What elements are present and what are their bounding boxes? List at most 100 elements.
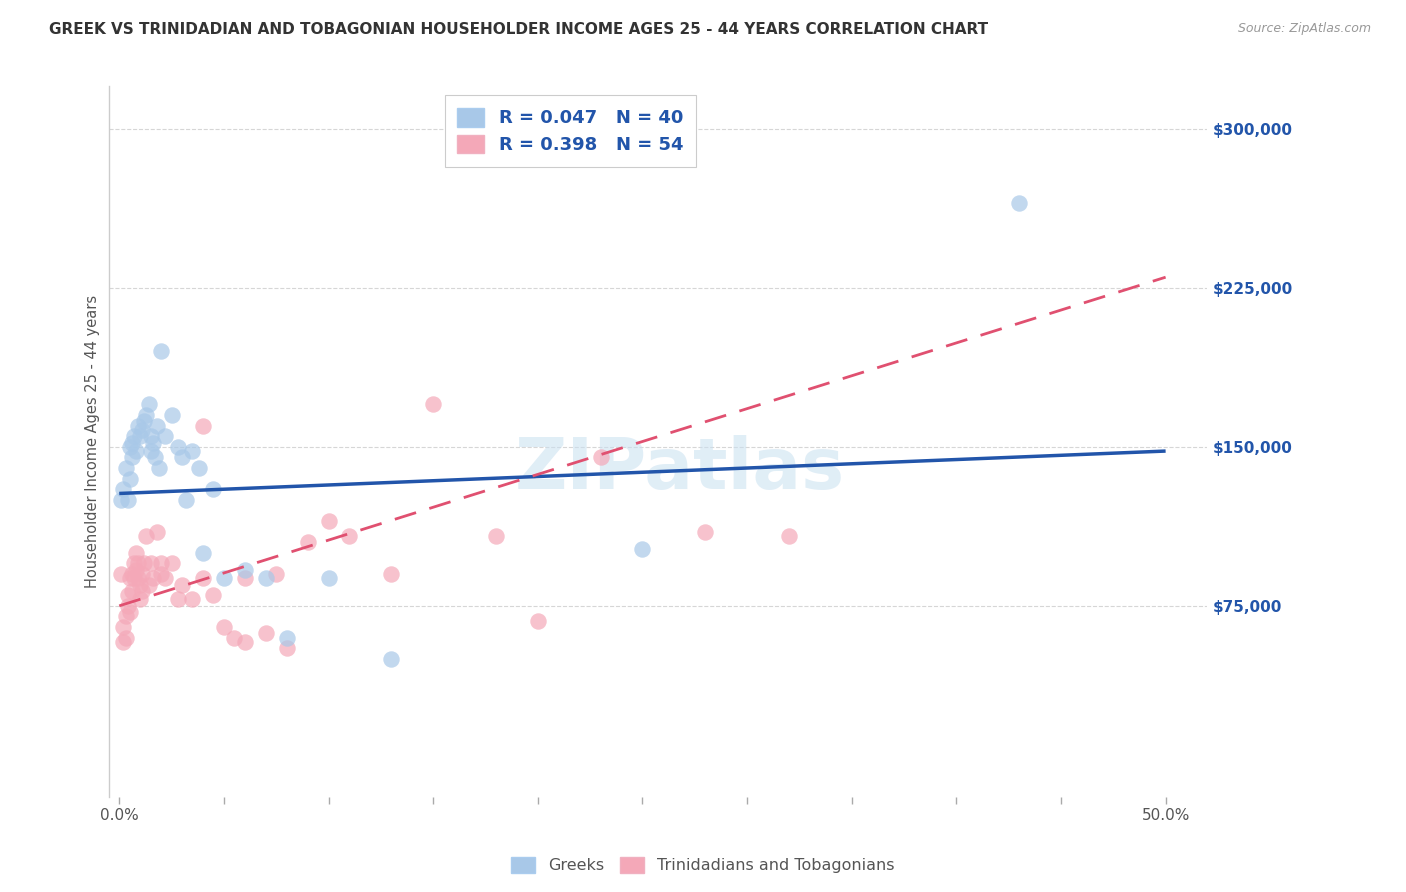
Point [127,571,149,585]
Point [127,418,149,433]
Point [422,397,444,411]
Point [181,444,204,458]
Point [170,577,193,591]
Point [118,440,141,454]
Point [254,626,277,640]
Point [117,492,139,507]
Point [264,567,287,582]
Point [139,444,162,458]
Point [233,563,256,577]
Point [318,571,340,585]
Point [380,652,402,666]
Point [166,440,188,454]
Point [129,429,152,443]
Point [118,605,141,619]
Point [174,492,197,507]
Point [339,529,361,543]
Point [121,435,143,450]
Point [110,567,132,582]
Point [131,584,153,599]
Point [191,418,214,433]
Point [150,567,173,582]
Point [254,571,277,585]
Point [224,631,246,645]
Point [134,414,156,428]
Point [695,524,717,539]
Legend: R = 0.047   N = 40, R = 0.398   N = 54: R = 0.047 N = 40, R = 0.398 N = 54 [444,95,696,167]
Point [276,641,298,656]
Point [114,609,136,624]
Point [589,450,612,465]
Point [150,557,173,571]
Point [135,529,157,543]
Point [112,620,135,634]
Point [202,588,225,602]
Point [526,614,548,628]
Point [125,444,148,458]
Point [121,567,143,582]
Point [297,535,319,549]
Point [135,408,157,422]
Point [778,529,800,543]
Point [121,584,143,599]
Text: GREEK VS TRINIDADIAN AND TOBAGONIAN HOUSEHOLDER INCOME AGES 25 - 44 YEARS CORREL: GREEK VS TRINIDADIAN AND TOBAGONIAN HOUS… [49,22,988,37]
Point [191,571,214,585]
Point [118,472,141,486]
Point [212,620,235,634]
Point [1008,196,1031,211]
Point [121,450,143,465]
Point [160,557,183,571]
Point [114,631,136,645]
Point [142,571,165,585]
Point [318,514,340,528]
Point [202,482,225,496]
Point [233,571,256,585]
Legend: Greeks, Trinidadians and Tobagonians: Greeks, Trinidadians and Tobagonians [505,850,901,880]
Point [139,429,162,443]
Point [148,461,170,475]
Point [129,592,152,607]
Point [117,588,139,602]
Point [131,567,153,582]
Point [181,592,204,607]
Point [380,567,402,582]
Point [112,635,135,649]
Point [166,592,188,607]
Point [125,546,148,560]
Point [118,571,141,585]
Point [146,418,169,433]
Point [155,571,177,585]
Point [138,577,160,591]
Point [131,423,153,437]
Point [139,557,162,571]
Point [187,461,209,475]
Point [170,450,193,465]
Point [142,435,165,450]
Point [146,524,169,539]
Point [143,450,166,465]
Point [138,397,160,411]
Point [191,546,214,560]
Point [129,577,152,591]
Point [112,482,135,496]
Point [631,541,654,556]
Point [125,563,148,577]
Point [122,557,145,571]
Point [233,635,256,649]
Text: ZIPatlas: ZIPatlas [515,435,845,505]
Point [485,529,508,543]
Point [150,344,173,359]
Point [110,492,132,507]
Point [122,571,145,585]
Point [117,599,139,613]
Point [127,557,149,571]
Point [160,408,183,422]
Y-axis label: Householder Income Ages 25 - 44 years: Householder Income Ages 25 - 44 years [86,295,100,588]
Point [276,631,298,645]
Point [134,557,156,571]
Point [155,429,177,443]
Text: Source: ZipAtlas.com: Source: ZipAtlas.com [1237,22,1371,36]
Point [122,429,145,443]
Point [114,461,136,475]
Point [212,571,235,585]
